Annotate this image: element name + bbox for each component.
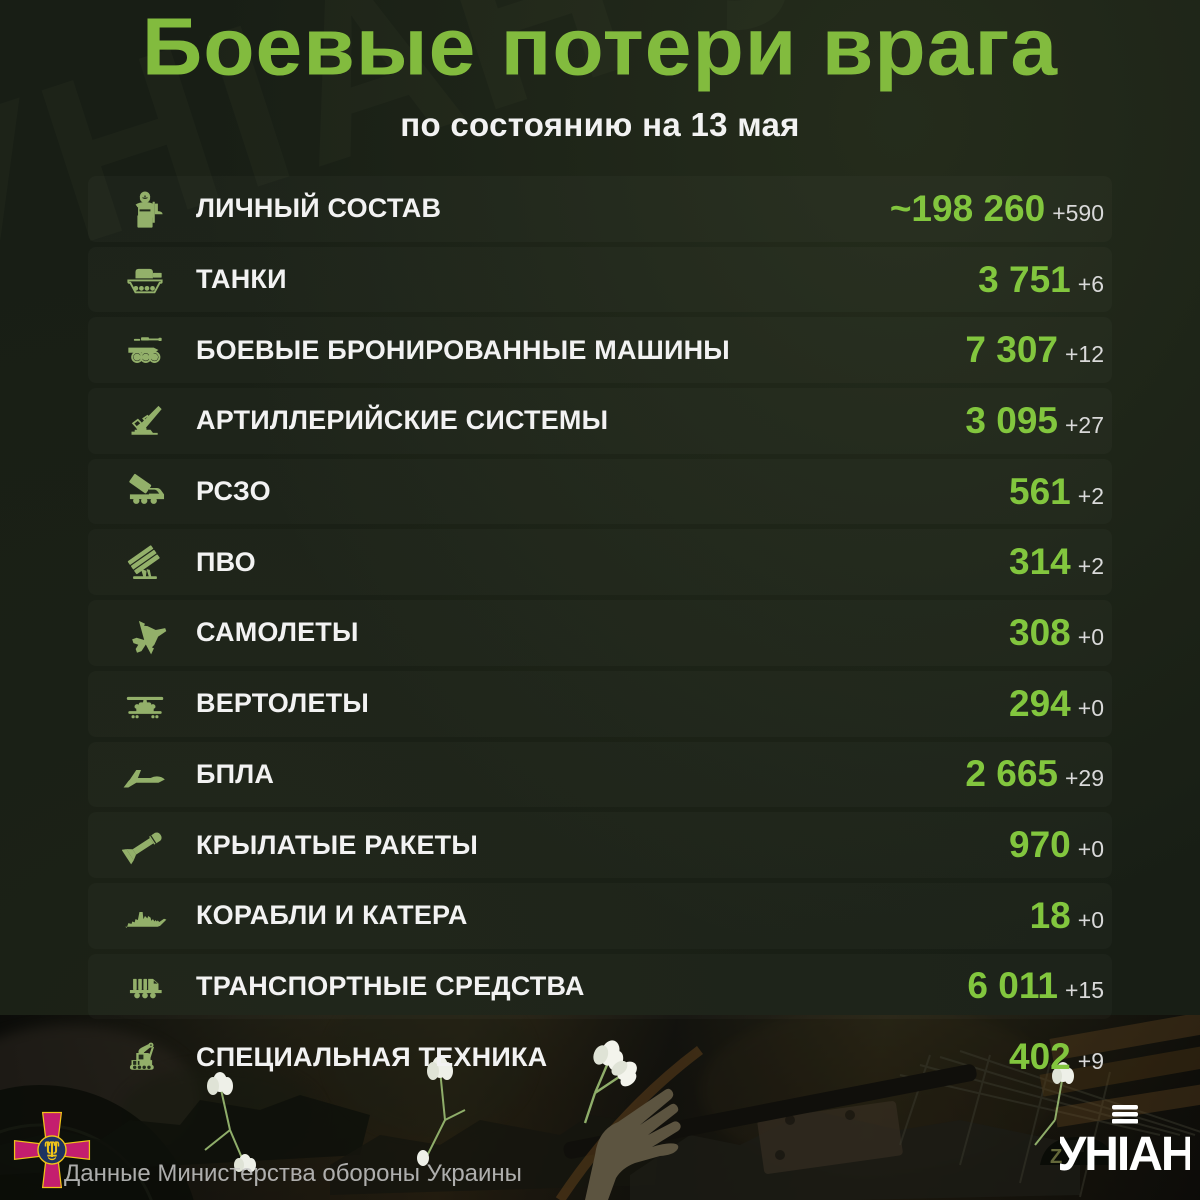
svg-text:УНІАН: УНІАН [1060,1128,1190,1181]
